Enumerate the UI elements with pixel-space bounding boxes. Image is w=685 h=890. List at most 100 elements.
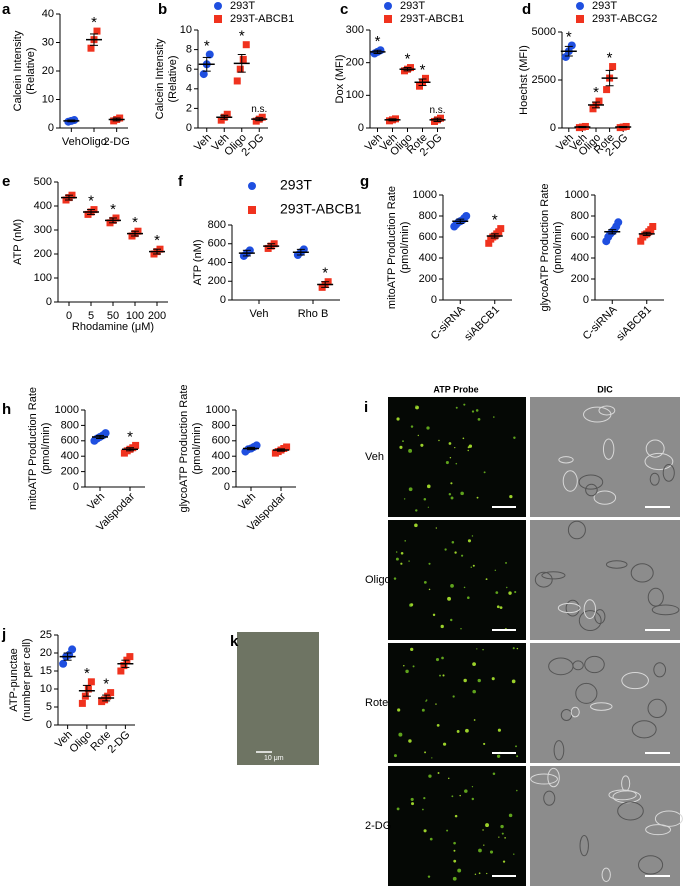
- speck: [454, 551, 457, 554]
- speck: [435, 657, 440, 662]
- speck: [452, 695, 455, 698]
- cell: [617, 801, 644, 821]
- speck: [414, 523, 418, 528]
- annotation: *: [492, 212, 498, 229]
- speck: [412, 665, 415, 668]
- data-point: [205, 50, 214, 59]
- cell: [543, 790, 556, 806]
- micrograph-k: [237, 632, 319, 765]
- speck: [496, 754, 501, 758]
- data-point: [242, 41, 250, 49]
- cell: [637, 855, 664, 875]
- speck: [485, 823, 489, 828]
- x-tick-label: 50: [107, 310, 119, 322]
- speck: [410, 647, 414, 652]
- cell: [649, 472, 660, 486]
- speck: [473, 719, 476, 721]
- y-axis-label: Calcein Intensity: [12, 30, 24, 111]
- speck: [410, 425, 414, 428]
- y-axis-label: Calcein Intensity: [154, 38, 166, 119]
- x-tick-label: Veh: [62, 136, 81, 148]
- speck: [439, 674, 441, 677]
- speck: [501, 832, 504, 835]
- annotation: *: [110, 201, 116, 218]
- y-tick-label: 0: [358, 122, 364, 134]
- y-tick-label: 0: [431, 294, 437, 306]
- annotation: *: [127, 428, 133, 445]
- speck: [471, 797, 475, 801]
- cell: [662, 463, 675, 482]
- speck: [450, 482, 453, 485]
- data-point: [609, 63, 617, 71]
- speck: [448, 442, 452, 445]
- y-tick-label: 6: [186, 63, 192, 75]
- speck: [442, 742, 447, 746]
- cell: [654, 810, 683, 827]
- speck: [495, 591, 499, 594]
- speck: [482, 829, 484, 831]
- y-tick-label: 800: [571, 210, 589, 222]
- cell: [601, 867, 611, 882]
- data-point: [120, 662, 128, 670]
- speck: [504, 837, 506, 839]
- cell: [558, 456, 574, 464]
- y-tick-label: 800: [61, 419, 79, 431]
- panel-letter: i: [364, 399, 368, 416]
- cell: [630, 563, 654, 583]
- x-tick-label: 2-DG: [104, 136, 130, 148]
- cell: [578, 474, 604, 490]
- panel-letter: f: [178, 173, 184, 190]
- annotation: n.s.: [429, 105, 445, 116]
- speck: [428, 774, 432, 778]
- speck: [516, 647, 519, 650]
- x-tick-label: Oligo: [67, 729, 94, 756]
- annotation: n.s.: [251, 104, 267, 115]
- column-header: DIC: [597, 384, 613, 394]
- speck: [449, 456, 452, 459]
- speck: [498, 836, 500, 838]
- cell: [565, 599, 580, 617]
- speck: [396, 807, 400, 811]
- y-axis-label: mitoATP Production Rate: [27, 387, 39, 510]
- data-point: [126, 653, 134, 661]
- speck: [452, 876, 457, 881]
- speck: [442, 674, 445, 677]
- speck: [455, 406, 458, 409]
- speck: [395, 557, 399, 561]
- speck: [462, 437, 465, 440]
- speck: [400, 551, 404, 555]
- legend-marker: [214, 2, 222, 10]
- data-point: [87, 44, 95, 52]
- micrograph: [388, 643, 526, 763]
- speck: [457, 868, 462, 873]
- y-tick-label: 600: [61, 435, 79, 447]
- data-point: [649, 223, 657, 230]
- legend-marker: [384, 15, 392, 23]
- data-point: [603, 86, 611, 94]
- data-point: [416, 82, 423, 90]
- speck: [447, 777, 450, 780]
- speck: [502, 860, 506, 863]
- speck: [515, 745, 517, 748]
- cell: [651, 604, 680, 616]
- annotation: *: [239, 28, 245, 45]
- cell: [562, 470, 578, 492]
- annotation: *: [593, 84, 599, 101]
- y-axis-label: Hoechst (MFI): [518, 45, 530, 115]
- y-tick-label: 25: [40, 629, 52, 641]
- y-tick-label: 400: [34, 200, 52, 212]
- speck: [435, 703, 437, 705]
- speck: [454, 447, 456, 449]
- speck: [471, 410, 475, 413]
- speck: [426, 426, 430, 430]
- speck: [450, 584, 454, 588]
- speck: [476, 648, 478, 650]
- speck: [472, 564, 475, 567]
- speck: [424, 751, 426, 754]
- y-tick-label: 200: [208, 275, 226, 287]
- speck: [461, 554, 464, 557]
- speck: [440, 624, 444, 629]
- cell: [605, 560, 628, 569]
- y-tick-label: 10: [180, 24, 192, 36]
- x-tick-label: siABCB1: [462, 304, 502, 344]
